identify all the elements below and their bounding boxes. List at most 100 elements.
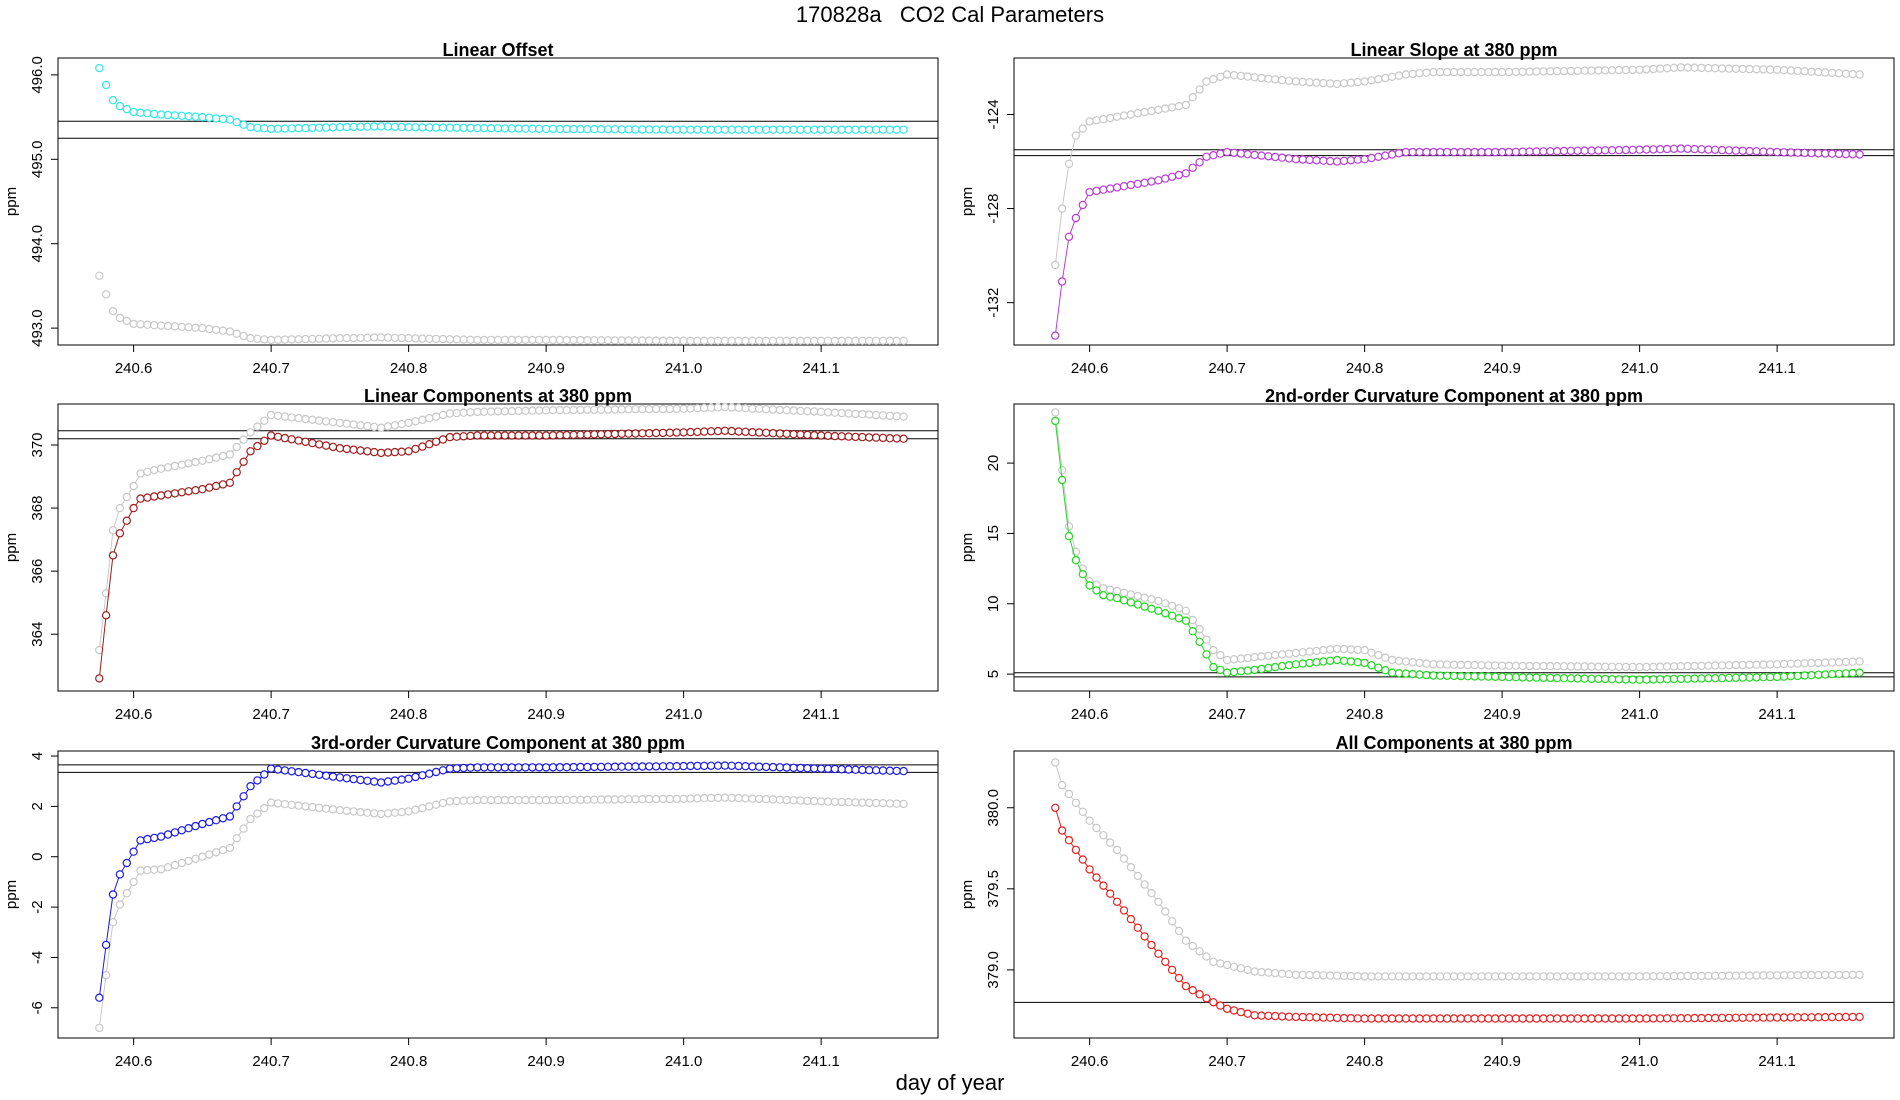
data-point: [679, 125, 688, 134]
data-point: [1216, 650, 1225, 660]
data-point: [775, 763, 785, 772]
data-point: [1188, 163, 1197, 173]
data-point: [480, 335, 489, 345]
data-point: [253, 422, 262, 431]
data-point: [1264, 651, 1273, 660]
data-point: [569, 762, 578, 772]
series-line: [1054, 762, 1860, 977]
data-point: [1580, 66, 1589, 75]
data-point: [239, 435, 248, 444]
data-point: [1772, 1013, 1782, 1022]
data-point: [308, 334, 317, 344]
data-point: [1401, 1014, 1411, 1023]
data-point: [1484, 672, 1493, 681]
data-point: [95, 1023, 104, 1033]
data-point: [541, 124, 551, 134]
data-point: [260, 803, 269, 813]
data-point: [198, 484, 207, 494]
data-point: [1216, 72, 1225, 81]
data-point: [418, 771, 427, 780]
data-point: [1415, 670, 1424, 679]
data-point: [1704, 661, 1713, 670]
data-point: [686, 336, 695, 345]
y-axis-label: ppm: [959, 187, 976, 216]
data-point: [700, 125, 709, 134]
data-point: [1649, 145, 1658, 154]
data-point: [1601, 674, 1610, 684]
data-point: [1573, 972, 1582, 981]
data-point: [1250, 1011, 1259, 1020]
data-point: [583, 336, 592, 345]
data-point: [1580, 1014, 1589, 1023]
data-point: [1848, 970, 1857, 979]
y-tick-label: 0: [29, 853, 46, 861]
x-tick-label: 241.1: [1758, 1053, 1796, 1070]
data-point: [1332, 157, 1342, 166]
data-point: [1683, 1014, 1692, 1023]
data-point: [1463, 67, 1472, 77]
x-tick-label: 241.0: [665, 1053, 703, 1070]
data-point: [541, 431, 551, 440]
data-point: [1484, 972, 1493, 981]
data-point: [865, 433, 874, 442]
data-point: [218, 480, 228, 489]
data-point: [370, 422, 379, 432]
data-point: [287, 800, 296, 810]
data-point: [239, 824, 248, 833]
data-point: [232, 442, 241, 452]
data-point: [768, 336, 778, 345]
data-point: [1394, 149, 1404, 158]
data-point: [170, 322, 180, 331]
data-point: [748, 428, 757, 437]
data-point: [596, 795, 606, 804]
data-point: [1147, 177, 1156, 186]
data-point: [514, 335, 523, 345]
data-point: [1264, 663, 1273, 673]
data-point: [1766, 971, 1775, 980]
data-point: [466, 408, 475, 417]
data-point: [720, 125, 730, 134]
data-point: [328, 442, 338, 452]
data-point: [748, 336, 757, 345]
data-point: [603, 429, 613, 439]
data-point: [651, 794, 661, 804]
data-point: [1807, 148, 1816, 158]
data-point: [617, 762, 626, 771]
data-point: [1607, 972, 1617, 981]
data-point: [170, 111, 180, 120]
data-point: [1587, 662, 1596, 671]
data-point: [1291, 154, 1301, 164]
data-point: [1821, 1013, 1830, 1022]
data-point: [1827, 658, 1837, 667]
data-point: [321, 417, 331, 426]
data-point: [459, 335, 468, 344]
data-point: [1477, 67, 1486, 77]
data-point: [1298, 659, 1307, 668]
data-point: [404, 334, 413, 343]
data-point: [1112, 586, 1122, 596]
data-point: [156, 110, 166, 119]
data-point: [1140, 593, 1149, 602]
data-point: [1814, 1013, 1823, 1022]
data-point: [342, 444, 351, 454]
y-axis-label: ppm: [3, 187, 20, 216]
data-point: [693, 427, 702, 437]
data-point: [823, 797, 833, 806]
data-point: [294, 801, 303, 810]
data-point: [1738, 673, 1747, 682]
data-point: [266, 798, 276, 807]
data-point: [1202, 650, 1211, 659]
data-point: [1408, 972, 1417, 981]
data-point: [1374, 152, 1383, 162]
data-point: [603, 336, 613, 345]
data-point: [1614, 145, 1624, 155]
data-point: [1319, 78, 1328, 88]
data-point: [349, 122, 358, 132]
data-point: [1772, 65, 1782, 74]
data-point: [1353, 658, 1362, 667]
data-point: [1525, 972, 1534, 981]
data-point: [1848, 150, 1857, 159]
data-point: [590, 762, 599, 772]
data-point: [122, 516, 132, 525]
data-point: [1614, 65, 1624, 75]
